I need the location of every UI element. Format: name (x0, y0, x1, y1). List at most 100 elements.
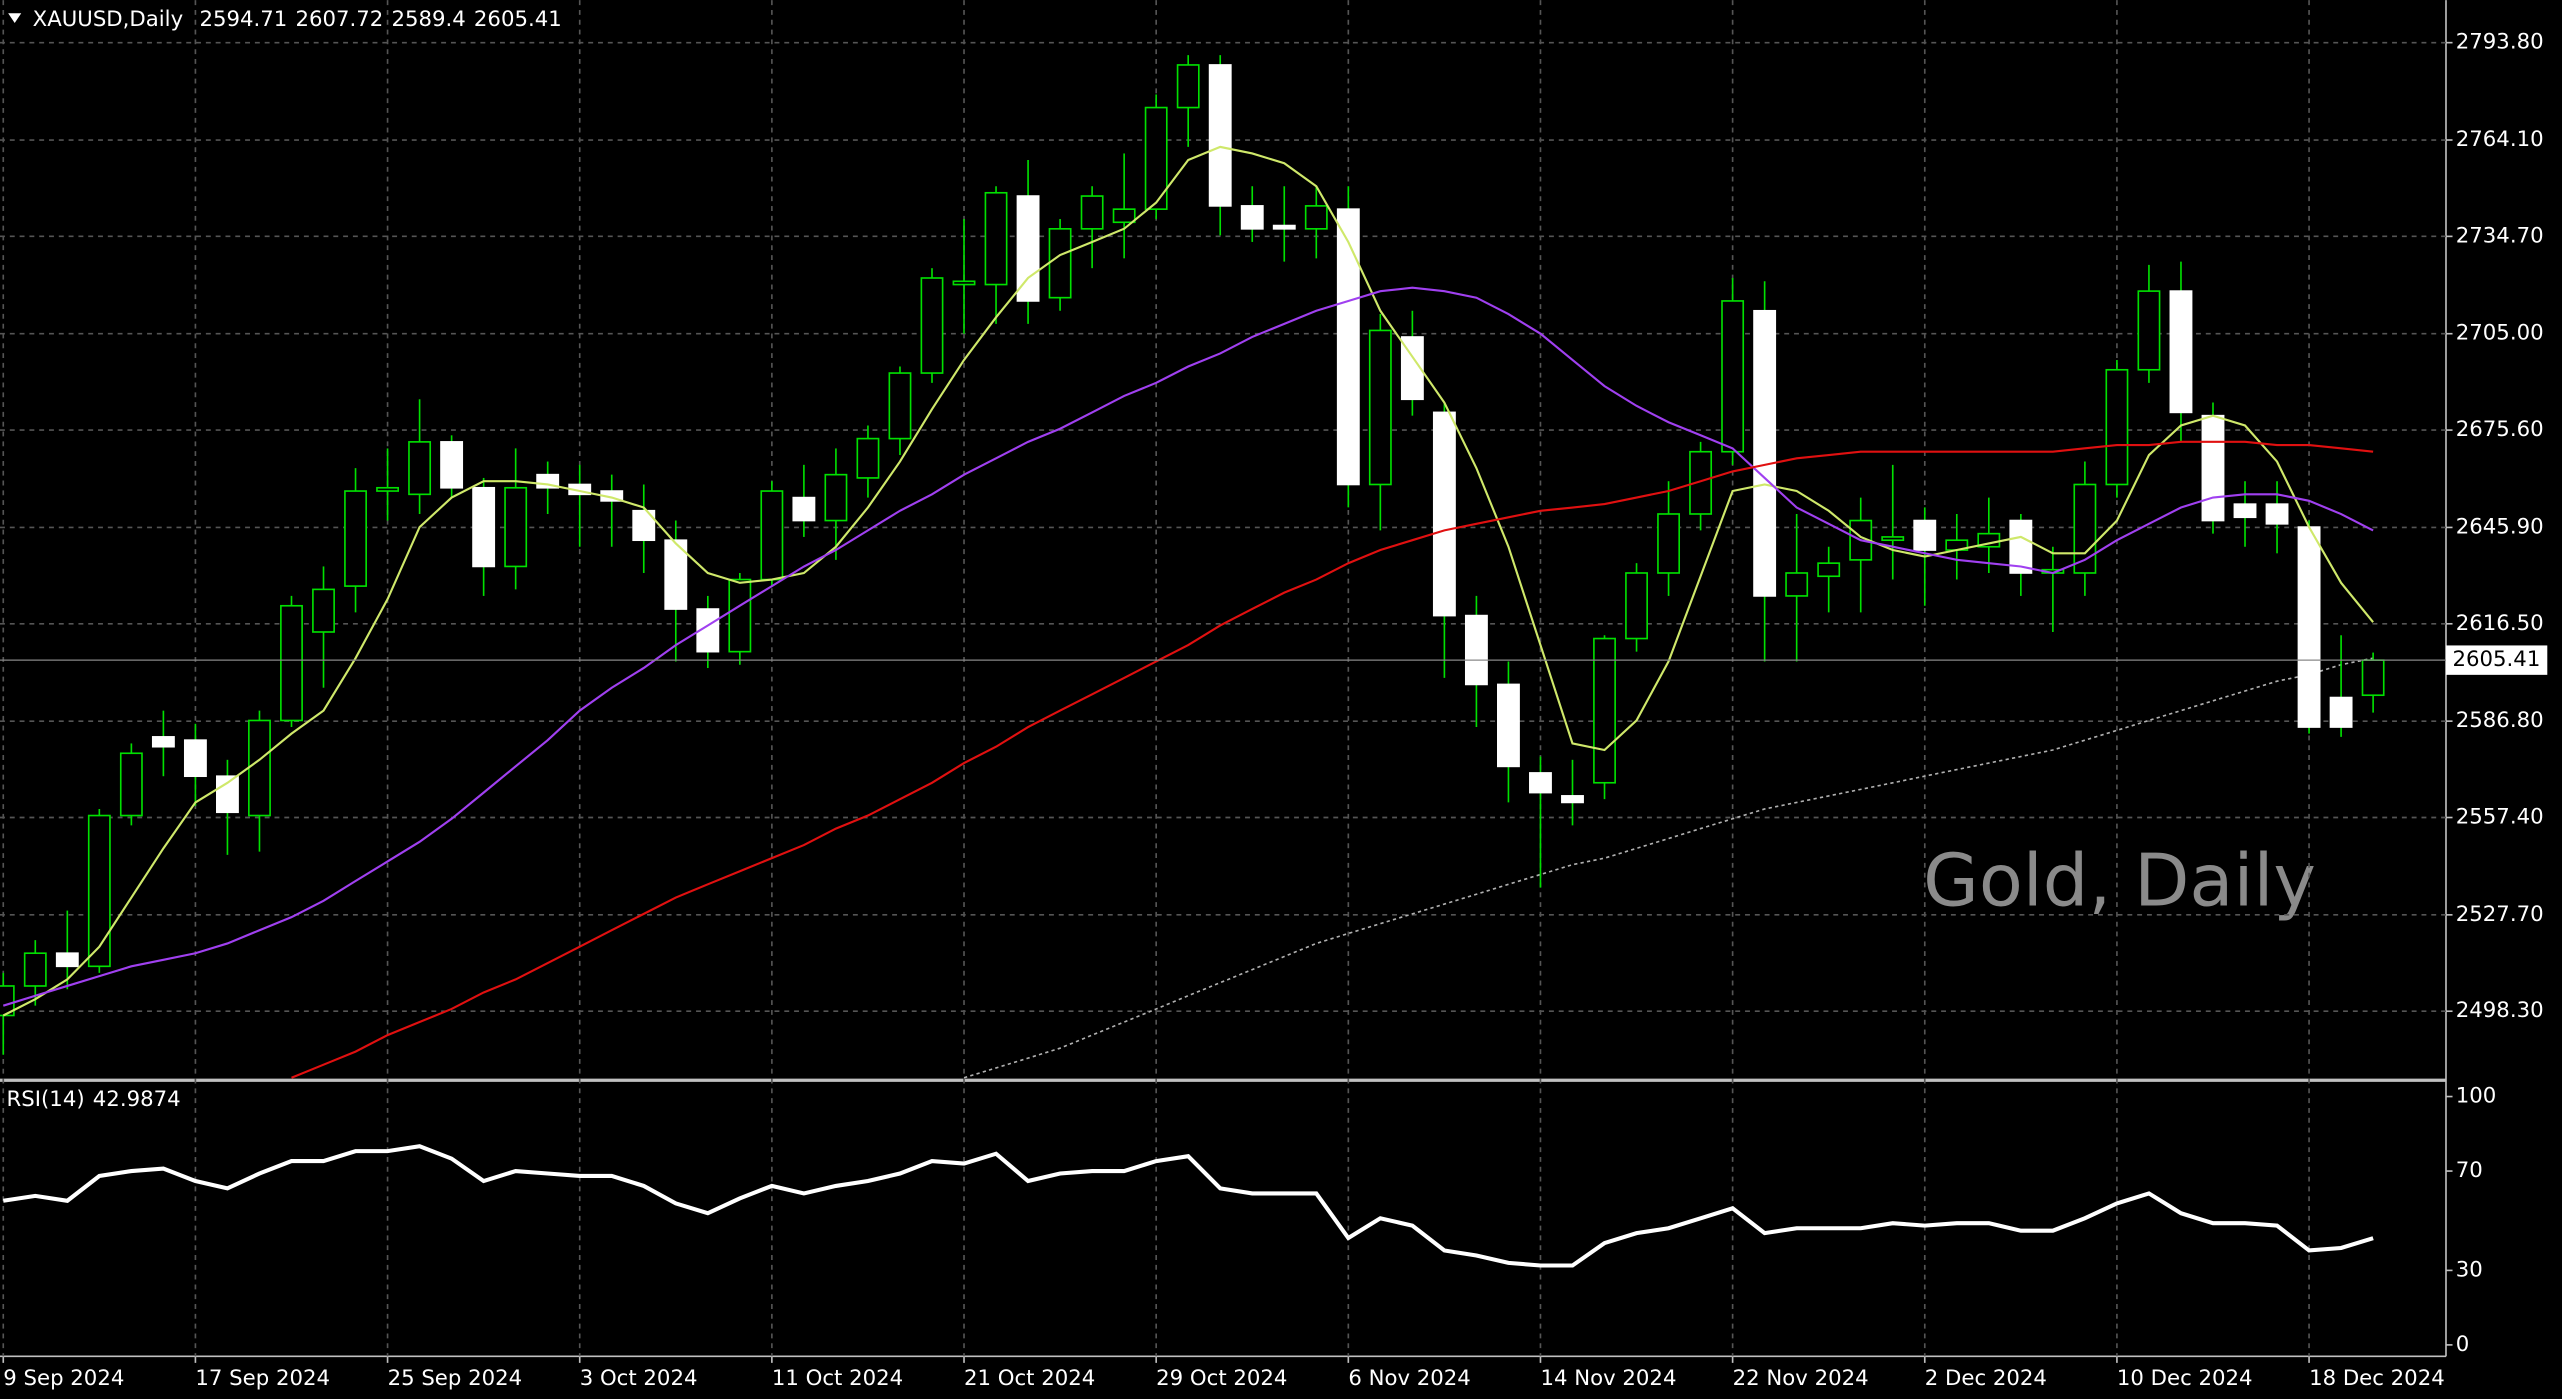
candle-body (1048, 228, 1072, 299)
y-tick-label: 2645.90 (2456, 514, 2544, 539)
candle-body (1529, 772, 1552, 794)
candle-body (824, 473, 848, 522)
rsi-header: RSI(14) 42.9874 (7, 1087, 181, 1112)
candle-body (183, 739, 207, 778)
candle-body (2233, 503, 2257, 519)
watermark: Gold, Daily (1923, 838, 2316, 922)
candle-body (1240, 205, 1264, 230)
y-tick-label: 30 (2456, 1257, 2483, 1282)
candle-body (87, 814, 111, 968)
candle-body (1913, 519, 1937, 551)
candle-body (248, 719, 271, 817)
y-tick-label: 2527.70 (2456, 902, 2544, 927)
candle-body (728, 578, 752, 653)
candle-body (984, 191, 1008, 286)
x-tick-label: 9 Sep 2024 (3, 1366, 124, 1391)
candle-body (344, 490, 367, 587)
candle-body (376, 486, 400, 492)
candle-body (760, 490, 784, 581)
candle-body (151, 736, 175, 748)
y-tick-label: 2675.60 (2456, 417, 2544, 442)
x-tick-label: 17 Sep 2024 (195, 1366, 330, 1391)
candle-body (2265, 503, 2289, 525)
candle-body (23, 952, 47, 987)
close-value: 2605.41 (474, 7, 562, 32)
candle-body (856, 437, 880, 479)
candle-body (408, 441, 432, 496)
x-tick-label: 2 Dec 2024 (1925, 1366, 2047, 1391)
candle-body (1593, 637, 1616, 784)
candle-body (440, 441, 464, 489)
candle-body (2137, 290, 2161, 371)
price-tag-label: 2605.41 (2453, 647, 2541, 672)
candle-body (1817, 562, 1841, 578)
x-tick-label: 11 Oct 2024 (772, 1366, 903, 1391)
y-tick-label: 100 (2456, 1084, 2497, 1109)
y-tick-label: 2557.40 (2456, 805, 2544, 830)
candle-body (2169, 290, 2193, 414)
candle-body (1304, 205, 1328, 230)
candle-body (119, 752, 143, 817)
candle-body (1112, 208, 1136, 224)
symbol: XAUUSD,Daily (33, 7, 183, 32)
y-tick-label: 2616.50 (2456, 611, 2544, 636)
candle-body (952, 280, 976, 286)
indicator-line (2, 145, 2374, 1017)
candle-body (1016, 195, 1040, 302)
indicator-line (963, 657, 2374, 1079)
candle-body (2361, 659, 2385, 697)
candle-body (696, 608, 720, 653)
candle-body (1400, 336, 1424, 401)
y-tick-label: 0 (2456, 1332, 2470, 1357)
candle-body (1785, 572, 1809, 597)
rsi-title: RSI(14) (7, 1087, 85, 1112)
candle-body (2201, 414, 2225, 522)
candle-body (792, 496, 816, 522)
candle-body (1657, 513, 1681, 574)
candle-body (2329, 696, 2353, 728)
low-value: 2589.4 (391, 7, 465, 32)
y-tick-label: 2705.00 (2456, 321, 2544, 346)
candle-body (1721, 300, 1745, 453)
candle-body (1368, 329, 1392, 486)
candle-body (1144, 106, 1168, 210)
y-tick-label: 70 (2456, 1158, 2483, 1183)
candle-body (1176, 64, 1200, 109)
candle-body (472, 486, 496, 568)
candle-body (1208, 64, 1232, 207)
candle-body (1561, 795, 1584, 804)
candle-body (1625, 572, 1648, 640)
candle-body (2009, 519, 2033, 574)
open-value: 2594.71 (199, 7, 287, 32)
candle-body (1881, 536, 1905, 542)
y-tick-label: 2764.10 (2456, 127, 2544, 152)
price-tag (2445, 645, 2548, 675)
y-tick-label: 2498.30 (2456, 998, 2544, 1023)
candle-body (2297, 526, 2321, 728)
candle-body (1689, 450, 1713, 515)
x-tick-label: 22 Nov 2024 (1733, 1366, 1869, 1391)
x-tick-label: 29 Oct 2024 (1156, 1366, 1287, 1391)
y-tick-label: 2793.80 (2456, 30, 2544, 55)
candle-body (504, 486, 528, 568)
candle-body (1080, 195, 1104, 230)
y-tick-label: 2586.80 (2456, 708, 2544, 733)
candle-body (2073, 483, 2097, 574)
y-tick-label: 2734.70 (2456, 223, 2544, 248)
x-tick-label: 25 Sep 2024 (388, 1366, 523, 1391)
candle-body (1497, 683, 1520, 768)
candle-body (55, 952, 79, 968)
indicator-line (291, 440, 2374, 1079)
collapse-icon (8, 13, 22, 24)
candle-body (312, 588, 335, 633)
candle-body (1753, 309, 1777, 597)
x-tick-label: 14 Nov 2024 (1540, 1366, 1676, 1391)
candle-body (1272, 224, 1296, 230)
candle-body (280, 604, 303, 722)
candle-body (920, 277, 944, 374)
rsi-line (2, 1144, 2374, 1268)
rsi-value: 42.9874 (93, 1087, 181, 1112)
